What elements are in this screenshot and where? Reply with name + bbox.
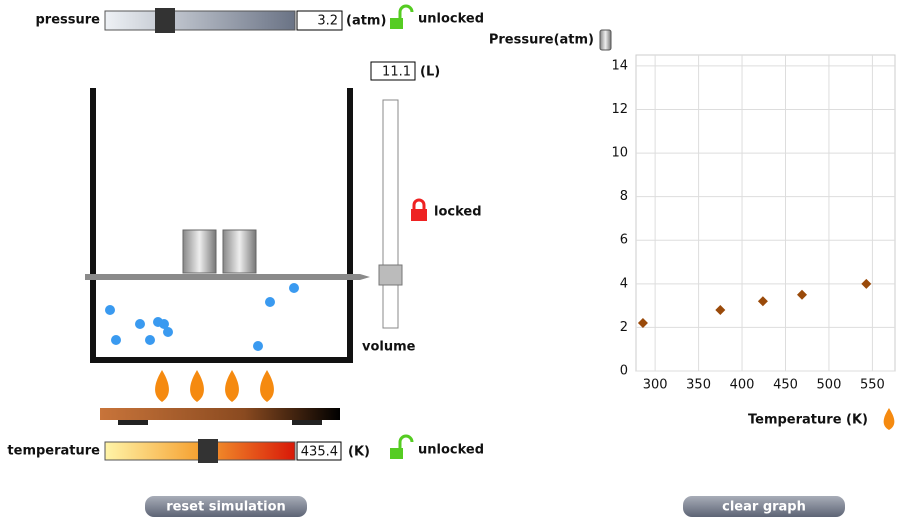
- volume-knob[interactable]: [379, 265, 402, 285]
- heater-foot: [292, 420, 322, 425]
- temperature-unit: (K): [348, 445, 370, 460]
- pressure-gauge-icon: [600, 30, 611, 50]
- volume-lock-state[interactable]: locked: [434, 205, 482, 220]
- x-tick-label: 350: [686, 378, 711, 393]
- pressure-knob[interactable]: [155, 8, 175, 33]
- pressure-label: pressure: [36, 13, 101, 28]
- x-axis-label: Temperature (K): [748, 413, 868, 428]
- clear-button-label[interactable]: clear graph: [722, 500, 806, 515]
- y-tick-label: 8: [620, 189, 628, 204]
- simulation: pressure 3.2 (atm) unlocked Pressure(atm…: [0, 0, 900, 517]
- temperature-lock-state[interactable]: unlocked: [418, 443, 484, 458]
- y-tick-label: 12: [611, 102, 628, 117]
- weight: [223, 230, 256, 273]
- page: pressure 3.2 (atm) unlocked Pressure(atm…: [0, 0, 900, 517]
- pressure-lock-icon[interactable]: [390, 6, 412, 29]
- temperature-knob[interactable]: [198, 439, 218, 463]
- y-tick-label: 10: [611, 146, 628, 161]
- x-tick-label: 400: [730, 378, 755, 393]
- volume-slider[interactable]: [383, 100, 398, 328]
- pressure-unit: (atm): [346, 14, 386, 29]
- heater-foot: [118, 420, 148, 425]
- container: [93, 88, 350, 360]
- particles: [105, 283, 299, 351]
- pressure-slider[interactable]: [105, 11, 295, 30]
- x-tick-label: 450: [773, 378, 798, 393]
- reset-button-label[interactable]: reset simulation: [166, 500, 286, 515]
- volume-lock-icon[interactable]: [411, 200, 427, 221]
- pressure-lock-state[interactable]: unlocked: [418, 12, 484, 27]
- volume-label: volume: [362, 340, 416, 355]
- x-tick-label: 300: [643, 378, 668, 393]
- x-tick-label: 500: [817, 378, 842, 393]
- temperature-lock-icon[interactable]: [390, 436, 412, 459]
- temperature-label: temperature: [7, 444, 100, 459]
- y-tick-label: 14: [611, 58, 628, 73]
- y-tick-label: 0: [620, 364, 628, 379]
- plot-area: [636, 55, 895, 371]
- y-tick-label: 2: [620, 320, 628, 335]
- heater-plate: [100, 408, 340, 420]
- weight: [183, 230, 216, 273]
- temperature-value: 435.4: [301, 445, 338, 460]
- flames: [155, 370, 274, 402]
- y-tick-label: 4: [620, 276, 628, 291]
- pressure-value: 3.2: [317, 14, 338, 29]
- piston: [85, 274, 370, 280]
- temperature-icon: [884, 408, 895, 430]
- volume-unit: (L): [420, 65, 440, 80]
- y-tick-label: 6: [620, 233, 628, 248]
- volume-value: 11.1: [382, 65, 411, 80]
- x-tick-label: 550: [860, 378, 885, 393]
- y-axis-label: Pressure(atm): [489, 33, 594, 48]
